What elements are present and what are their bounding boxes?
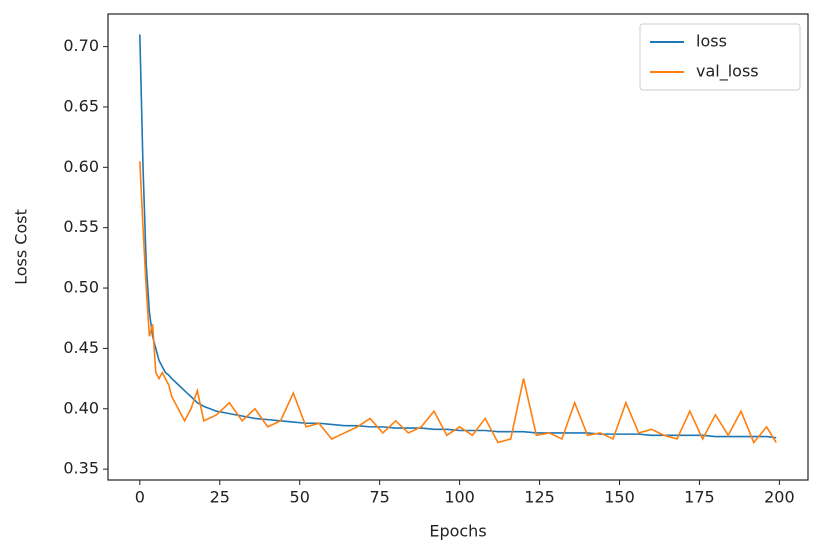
x-tick-label: 25 xyxy=(210,488,230,507)
y-tick-label: 0.55 xyxy=(63,217,99,236)
y-tick-label: 0.35 xyxy=(63,459,99,478)
y-tick-label: 0.50 xyxy=(63,278,99,297)
x-tick-label: 50 xyxy=(290,488,310,507)
y-axis-label: Loss Cost xyxy=(12,209,31,285)
x-tick-label: 100 xyxy=(444,488,475,507)
plot-frame xyxy=(107,13,809,481)
y-tick-label: 0.60 xyxy=(63,157,99,176)
y-tick-label: 0.65 xyxy=(63,96,99,115)
x-tick-label: 75 xyxy=(369,488,389,507)
x-tick-label: 125 xyxy=(524,488,555,507)
y-tick-label: 0.40 xyxy=(63,398,99,417)
legend-label: loss xyxy=(696,32,727,51)
y-tick-label: 0.45 xyxy=(63,338,99,357)
legend-label: val_loss xyxy=(696,62,759,82)
x-tick-label: 150 xyxy=(604,488,635,507)
y-tick-label: 0.70 xyxy=(63,36,99,55)
line-series xyxy=(139,34,777,439)
legend-box xyxy=(639,23,801,91)
x-axis-label: Epochs xyxy=(429,522,486,541)
x-tick-label: 175 xyxy=(684,488,715,507)
line-series xyxy=(139,161,777,445)
x-tick-label: 0 xyxy=(135,488,145,507)
x-tick-label: 200 xyxy=(764,488,795,507)
